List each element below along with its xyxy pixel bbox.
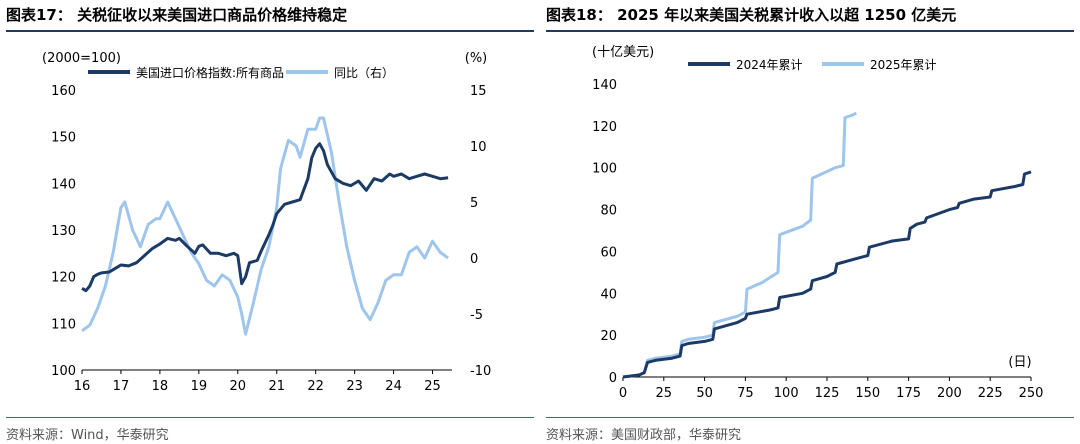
y2-tick-label: 0 bbox=[470, 252, 478, 267]
y-tick-label: 60 bbox=[600, 245, 617, 260]
y-axis-unit-label: (十亿美元) bbox=[592, 45, 654, 60]
x-axis-unit-label: (日) bbox=[1008, 355, 1031, 370]
figure-17-source: 资料来源：Wind，华泰研究 bbox=[6, 428, 169, 443]
x-tick-label: 21 bbox=[268, 379, 285, 394]
x-tick-label: 250 bbox=[1019, 386, 1044, 401]
x-tick-label: 19 bbox=[191, 379, 208, 394]
x-tick-label: 17 bbox=[113, 379, 130, 394]
y-tick-label: 80 bbox=[600, 204, 617, 219]
x-tick-label: 24 bbox=[385, 379, 402, 394]
x-tick-label: 125 bbox=[815, 386, 840, 401]
x-tick-label: 225 bbox=[978, 386, 1003, 401]
tariff-revenue-chart: (十亿美元) (日) 2024年累计 2025年累计 0 20 40 60 80 100 120 14… bbox=[592, 45, 1044, 401]
x-tick-label: 50 bbox=[696, 386, 713, 401]
x-tick-label: 0 bbox=[619, 386, 627, 401]
figure-18-source: 资料来源：美国财政部，华泰研究 bbox=[546, 428, 742, 443]
y-tick-label: 20 bbox=[600, 329, 617, 344]
x-tick-label: 200 bbox=[937, 386, 962, 401]
y2-tick-label: -5 bbox=[470, 308, 483, 323]
left-axis-unit-label: (2000=100) bbox=[42, 51, 121, 66]
figure-17-title: 图表17： 关税征收以来美国进口商品价格维持稳定 bbox=[6, 6, 348, 24]
y2-tick-label: 15 bbox=[470, 84, 487, 99]
x-tick-label: 16 bbox=[74, 379, 91, 394]
source-rule bbox=[546, 417, 1074, 418]
legend-label-2: 同比（右） bbox=[334, 65, 394, 80]
yoy-change-line bbox=[81, 116, 449, 336]
y-tick-label: 130 bbox=[51, 224, 76, 239]
cumulative-2024-line bbox=[622, 170, 1032, 379]
x-tick-label: 18 bbox=[152, 379, 169, 394]
legend-label-1: 美国进口价格指数:所有商品 bbox=[136, 65, 284, 80]
x-tick-label: 25 bbox=[656, 386, 673, 401]
x-tick-label: 23 bbox=[346, 379, 363, 394]
y-tick-label: 110 bbox=[51, 317, 76, 332]
y-tick-label: 40 bbox=[600, 287, 617, 302]
left-figure-panel: 图表17： 关税征收以来美国进口商品价格维持稳定 (2000=100) (%) 美国… bbox=[6, 6, 534, 443]
right-figure-panel: 图表18： 2025 年以来美国关税累计收入以超 1250 亿美元 (十亿美元)… bbox=[540, 0, 1080, 444]
y-tick-label: 150 bbox=[51, 131, 76, 146]
y2-tick-label: -10 bbox=[470, 364, 491, 379]
y-tick-label: 140 bbox=[51, 177, 76, 192]
y-tick-label: 120 bbox=[592, 120, 617, 135]
y-tick-label: 100 bbox=[592, 162, 617, 177]
x-tick-label: 25 bbox=[424, 379, 441, 394]
legend-label-2: 2025年累计 bbox=[870, 58, 937, 72]
x-tick-label: 75 bbox=[737, 386, 754, 401]
y2-tick-label: 5 bbox=[470, 196, 478, 211]
x-tick-label: 20 bbox=[230, 379, 247, 394]
title-rule bbox=[546, 30, 1074, 32]
y2-tick-label: 10 bbox=[470, 140, 487, 155]
x-tick-label: 100 bbox=[774, 386, 799, 401]
x-tick-label: 22 bbox=[307, 379, 324, 394]
source-rule bbox=[6, 417, 534, 418]
figure-18-title: 图表18： 2025 年以来美国关税累计收入以超 1250 亿美元 bbox=[546, 6, 957, 24]
y-tick-label: 100 bbox=[51, 364, 76, 379]
y-tick-label: 160 bbox=[51, 84, 76, 99]
import-price-chart: (2000=100) (%)美国进口价格指数:所有商品 同比（右）100110120… bbox=[42, 51, 491, 394]
legend-label-1: 2024年累计 bbox=[736, 58, 803, 72]
y-tick-label: 140 bbox=[592, 78, 617, 93]
cumulative-2025-line bbox=[622, 111, 857, 379]
y-tick-label: 0 bbox=[609, 371, 617, 386]
x-tick-label: 150 bbox=[855, 386, 880, 401]
x-tick-label: 175 bbox=[896, 386, 921, 401]
right-axis-unit-label: (%) bbox=[465, 51, 488, 66]
title-rule bbox=[6, 30, 534, 32]
y-tick-label: 120 bbox=[51, 271, 76, 286]
import-price-index-line bbox=[81, 142, 449, 293]
